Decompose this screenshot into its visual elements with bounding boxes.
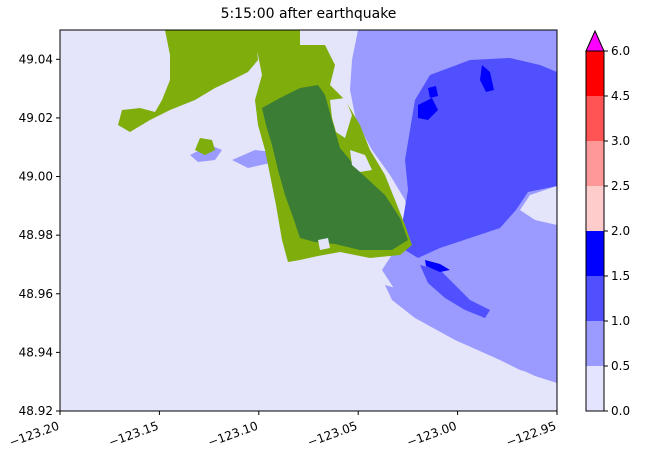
- colorbar-tick-label: 6.0: [611, 44, 630, 58]
- inundation-medium-region: [402, 58, 557, 258]
- y-tick-label: 49.04: [19, 52, 53, 66]
- y-axis: 48.92 48.94 48.96 48.98 49.00 49.02 49.04: [19, 52, 60, 418]
- colorbar: 0.0 0.5 1.0 1.5 2.0 2.5 3.0 4.5 6.0: [585, 29, 630, 418]
- colorbar-segment: [586, 276, 604, 321]
- colorbar-segment: [586, 51, 604, 96]
- colorbar-tick-label: 2.5: [611, 179, 630, 193]
- y-tick-label: 48.92: [19, 404, 53, 418]
- x-tick-label: −123.20: [7, 419, 61, 450]
- land-dark-peninsula: [262, 85, 408, 250]
- lagoon: [330, 98, 352, 138]
- inundation-dark-spot-2: [418, 98, 438, 120]
- land-light-northwest: [118, 30, 258, 132]
- inundation-dark-spot-3: [428, 86, 438, 98]
- y-tick-label: 49.00: [19, 170, 53, 184]
- colorbar-segment: [586, 321, 604, 366]
- land-light-island: [195, 138, 215, 155]
- pond: [318, 238, 330, 250]
- colorbar-tick-label: 4.5: [611, 89, 630, 103]
- colorbar-tick-label: 1.0: [611, 314, 630, 328]
- colorbar-segment: [586, 231, 604, 276]
- map-area: [60, 30, 557, 411]
- x-tick-label: −123.05: [306, 419, 360, 450]
- colorbar-segment: [586, 186, 604, 231]
- colorbar-segment: [586, 366, 604, 411]
- colorbar-tick-label: 2.0: [611, 224, 630, 238]
- inundation-dark-sliver: [425, 260, 450, 272]
- colorbar-segment: [586, 96, 604, 141]
- x-tick-label: −122.95: [504, 419, 558, 450]
- colorbar-tick-label: 1.5: [611, 269, 630, 283]
- y-tick-label: 48.98: [19, 228, 53, 242]
- colorbar-tick-label: 0.0: [611, 404, 630, 418]
- inundation-dark-spot: [480, 65, 494, 92]
- inundation-medium-channel: [420, 265, 490, 318]
- colorbar-tick-label: 3.0: [611, 134, 630, 148]
- axes-frame: [59, 29, 558, 412]
- colorbar-tick-label: 0.5: [611, 359, 630, 373]
- colorbar-extend-arrow: [585, 29, 605, 52]
- x-axis: −123.20 −123.15 −123.10 −123.05 −123.00 −122.…: [7, 411, 558, 450]
- y-tick-label: 48.96: [19, 287, 53, 301]
- colorbar-segment: [586, 141, 604, 186]
- lagoon-2: [350, 150, 372, 172]
- x-tick-label: −123.10: [206, 419, 260, 450]
- y-tick-label: 49.02: [19, 111, 53, 125]
- inundation-light-strip: [385, 285, 557, 383]
- inundation-light-patch: [232, 150, 272, 168]
- map-title: 5:15:00 after earthquake: [220, 6, 397, 22]
- x-tick-label: −123.00: [405, 419, 459, 450]
- x-tick-label: −123.15: [107, 419, 161, 450]
- y-tick-label: 48.94: [19, 345, 53, 359]
